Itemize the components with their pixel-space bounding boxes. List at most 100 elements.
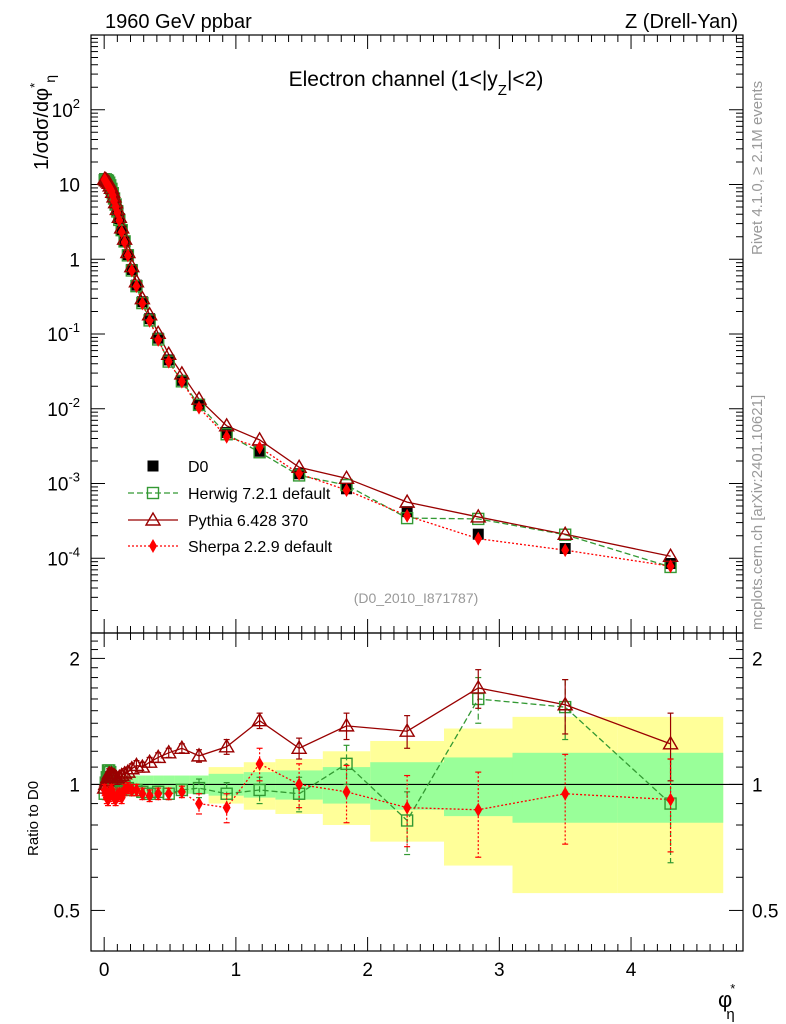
- main-point-3: [145, 313, 154, 328]
- main-point-3: [154, 332, 163, 347]
- ratio-point-2: [556, 696, 574, 711]
- header-left: 1960 GeV ppbar: [105, 11, 252, 33]
- legend-marker: [149, 539, 157, 553]
- ratio-point-2: [398, 722, 416, 737]
- ratio-frame: [90, 632, 744, 952]
- main-point-2: [556, 525, 574, 540]
- main-point-3: [666, 559, 675, 574]
- ratio-point-3: [145, 788, 154, 803]
- y-tick-label: 102: [52, 96, 80, 122]
- legend-item-2: Pythia 6.428 370: [128, 511, 308, 530]
- y-tick-label: 10-1: [47, 320, 80, 346]
- legend-label: Herwig 7.2.1 default: [188, 486, 331, 503]
- legend-item-1: Herwig 7.2.1 default: [128, 486, 331, 503]
- legend: D0 Herwig 7.2.1 default Pythia 6.428 370 Sh…: [128, 459, 333, 556]
- main-point-3: [177, 374, 186, 389]
- main-point-3: [117, 224, 126, 239]
- axes: 0 1 2 3 4 10-4 10-3 10-2 10-1 1 10 102 0.5 0.5 1 1 2 2: [47, 34, 778, 981]
- x-tick-label: 0: [99, 960, 110, 981]
- ratio-point-1: [253, 783, 266, 797]
- main-line-1: [104, 178, 671, 568]
- ratio-point-3: [127, 782, 136, 797]
- ratio-point-3: [195, 796, 204, 811]
- x-tick-label: 4: [626, 960, 637, 981]
- main-point-3: [115, 213, 124, 228]
- main-point-3: [120, 235, 129, 250]
- ratio-point-1: [400, 814, 414, 827]
- legend-label: Pythia 6.428 370: [188, 513, 308, 530]
- ratio-axis-label: Ratio to D0: [25, 781, 42, 856]
- ratio-point-2: [123, 760, 141, 775]
- ratio-point-3: [222, 800, 231, 815]
- x-tick-label: 2: [362, 960, 373, 981]
- main-point-3: [164, 354, 173, 369]
- ratio-point-3: [132, 782, 141, 797]
- rivet-label: Rivet 4.1.0, ≥ 2.1M events: [749, 81, 766, 255]
- ratio-tick-label-right: 0.5: [752, 901, 778, 922]
- main-point-3: [123, 248, 132, 263]
- ratio-point-3: [666, 792, 675, 807]
- ratio-point-2: [111, 768, 128, 783]
- main-point-3: [403, 508, 412, 523]
- y-tick-label: 10-3: [47, 470, 80, 496]
- ratio-point-2: [338, 717, 355, 732]
- series-layer: [96, 170, 679, 864]
- ratio-point-2: [251, 712, 268, 727]
- ratio-point-2: [173, 739, 191, 754]
- ratio-point-3: [342, 784, 351, 799]
- ratio-point-2: [160, 744, 177, 759]
- legend-marker: [144, 511, 162, 526]
- ratio-point-2: [662, 735, 679, 750]
- main-point-3: [222, 429, 231, 444]
- main-point-3: [132, 279, 141, 294]
- ratio-tick-label: 2: [69, 649, 80, 670]
- main-point-3: [195, 400, 204, 415]
- ratio-point-3: [474, 802, 483, 817]
- ratio-panel-series: [96, 669, 679, 864]
- y-axis-label: 1/σdσ/dφ*η: [27, 75, 58, 170]
- analysis-label: (D0_2010_I871787): [354, 590, 479, 606]
- main-point-2: [470, 508, 487, 523]
- ratio-point-1: [340, 757, 353, 771]
- legend-label: D0: [188, 459, 209, 476]
- ratio-point-3: [138, 786, 147, 801]
- x-tick-label: 1: [231, 960, 242, 981]
- ratio-point-3: [154, 786, 163, 801]
- main-point-2: [398, 493, 416, 508]
- main-panel-series: [96, 170, 679, 574]
- main-point-3: [138, 296, 147, 311]
- legend-marker: [146, 486, 160, 500]
- main-point-3: [561, 543, 570, 558]
- y-tick-label: 10: [59, 176, 80, 197]
- ratio-point-2: [149, 749, 167, 764]
- legend-marker: [147, 460, 159, 472]
- ratio-point-2: [113, 767, 130, 782]
- ratio-point-3: [255, 756, 264, 771]
- y-tick-label: 1: [69, 250, 80, 271]
- x-tick-label: 3: [494, 960, 505, 981]
- ratio-uncertainty-bands: [91, 716, 743, 894]
- mcplots-label: mcplots.cern.ch [arXiv:2401.10621]: [749, 395, 766, 630]
- ratio-point-2: [141, 753, 158, 768]
- ratio-point-2: [134, 758, 151, 773]
- main-point-3: [127, 263, 136, 278]
- ratio-tick-label: 1: [69, 775, 80, 796]
- x-axis-label: φ* η: [718, 981, 735, 1023]
- ratio-tick-label-right: 2: [752, 649, 763, 670]
- ratio-tick-label-right: 1: [752, 775, 763, 796]
- ratio-point-3: [403, 800, 412, 815]
- ratio-point-3: [561, 786, 570, 801]
- main-point-3: [474, 531, 483, 546]
- main-point-1: [558, 528, 572, 541]
- ratio-point-2: [290, 739, 308, 754]
- ratio-point-3: [164, 786, 173, 801]
- ratio-point-2: [470, 679, 487, 694]
- ratio-point-3: [123, 781, 132, 796]
- main-point-3: [255, 440, 264, 455]
- plot-title: Electron channel (1<|yZ|<2): [289, 68, 544, 99]
- main-line-3: [104, 179, 671, 567]
- main-point-3: [342, 483, 351, 498]
- main-point-3: [295, 466, 304, 481]
- ratio-point-2: [190, 747, 208, 762]
